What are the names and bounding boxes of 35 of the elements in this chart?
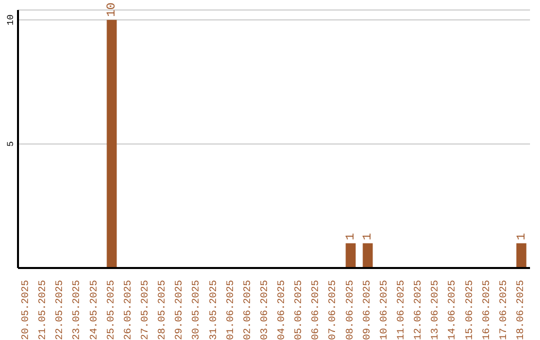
data-label: 10 [104,2,119,17]
data-label: 1 [514,232,528,240]
x-tick-label: 10.06.2025 [379,280,390,340]
x-tick-label: 11.06.2025 [396,280,408,340]
x-tick-label: 07.06.2025 [328,280,340,340]
y-tick-label: 5 [6,141,16,147]
data-label: 1 [360,232,375,240]
x-tick-label: 04.06.2025 [277,280,288,340]
x-tick-label: 28.05.2025 [158,280,169,340]
x-tick-label: 27.05.2025 [140,280,152,340]
x-tick-label: 09.06.2025 [362,280,374,340]
x-tick-label: 24.05.2025 [89,280,100,340]
x-tick-label: 12.06.2025 [414,280,425,340]
x-tick-label: 26.05.2025 [123,280,134,340]
data-label: 1 [344,232,358,240]
x-tick-label: 18.06.2025 [516,280,527,340]
x-tick-label: 30.05.2025 [192,280,203,340]
x-tick-label: 06.06.2025 [311,280,322,340]
x-tick-label: 29.05.2025 [174,280,186,340]
x-tick-label: 16.06.2025 [482,280,493,340]
x-tick-label: 15.06.2025 [464,280,476,340]
x-tick-label: 01.06.2025 [226,280,237,340]
x-tick-label: 14.06.2025 [448,280,459,340]
x-tick-label: 05.06.2025 [294,280,306,340]
x-tick-label: 31.05.2025 [208,280,220,340]
x-tick-label: 20.05.2025 [21,280,32,340]
x-tick-label: 08.06.2025 [345,280,356,340]
x-tick-label: 17.06.2025 [498,280,510,340]
x-tick-label: 21.05.2025 [38,280,50,340]
x-tick-label: 23.05.2025 [72,280,84,340]
x-tick-label: 02.06.2025 [242,280,254,340]
x-tick-label: 22.05.2025 [55,280,66,340]
x-tick-label: 03.06.2025 [260,280,271,340]
x-tick-label: 13.06.2025 [430,280,442,340]
x-tick-label: 25.05.2025 [106,280,118,340]
